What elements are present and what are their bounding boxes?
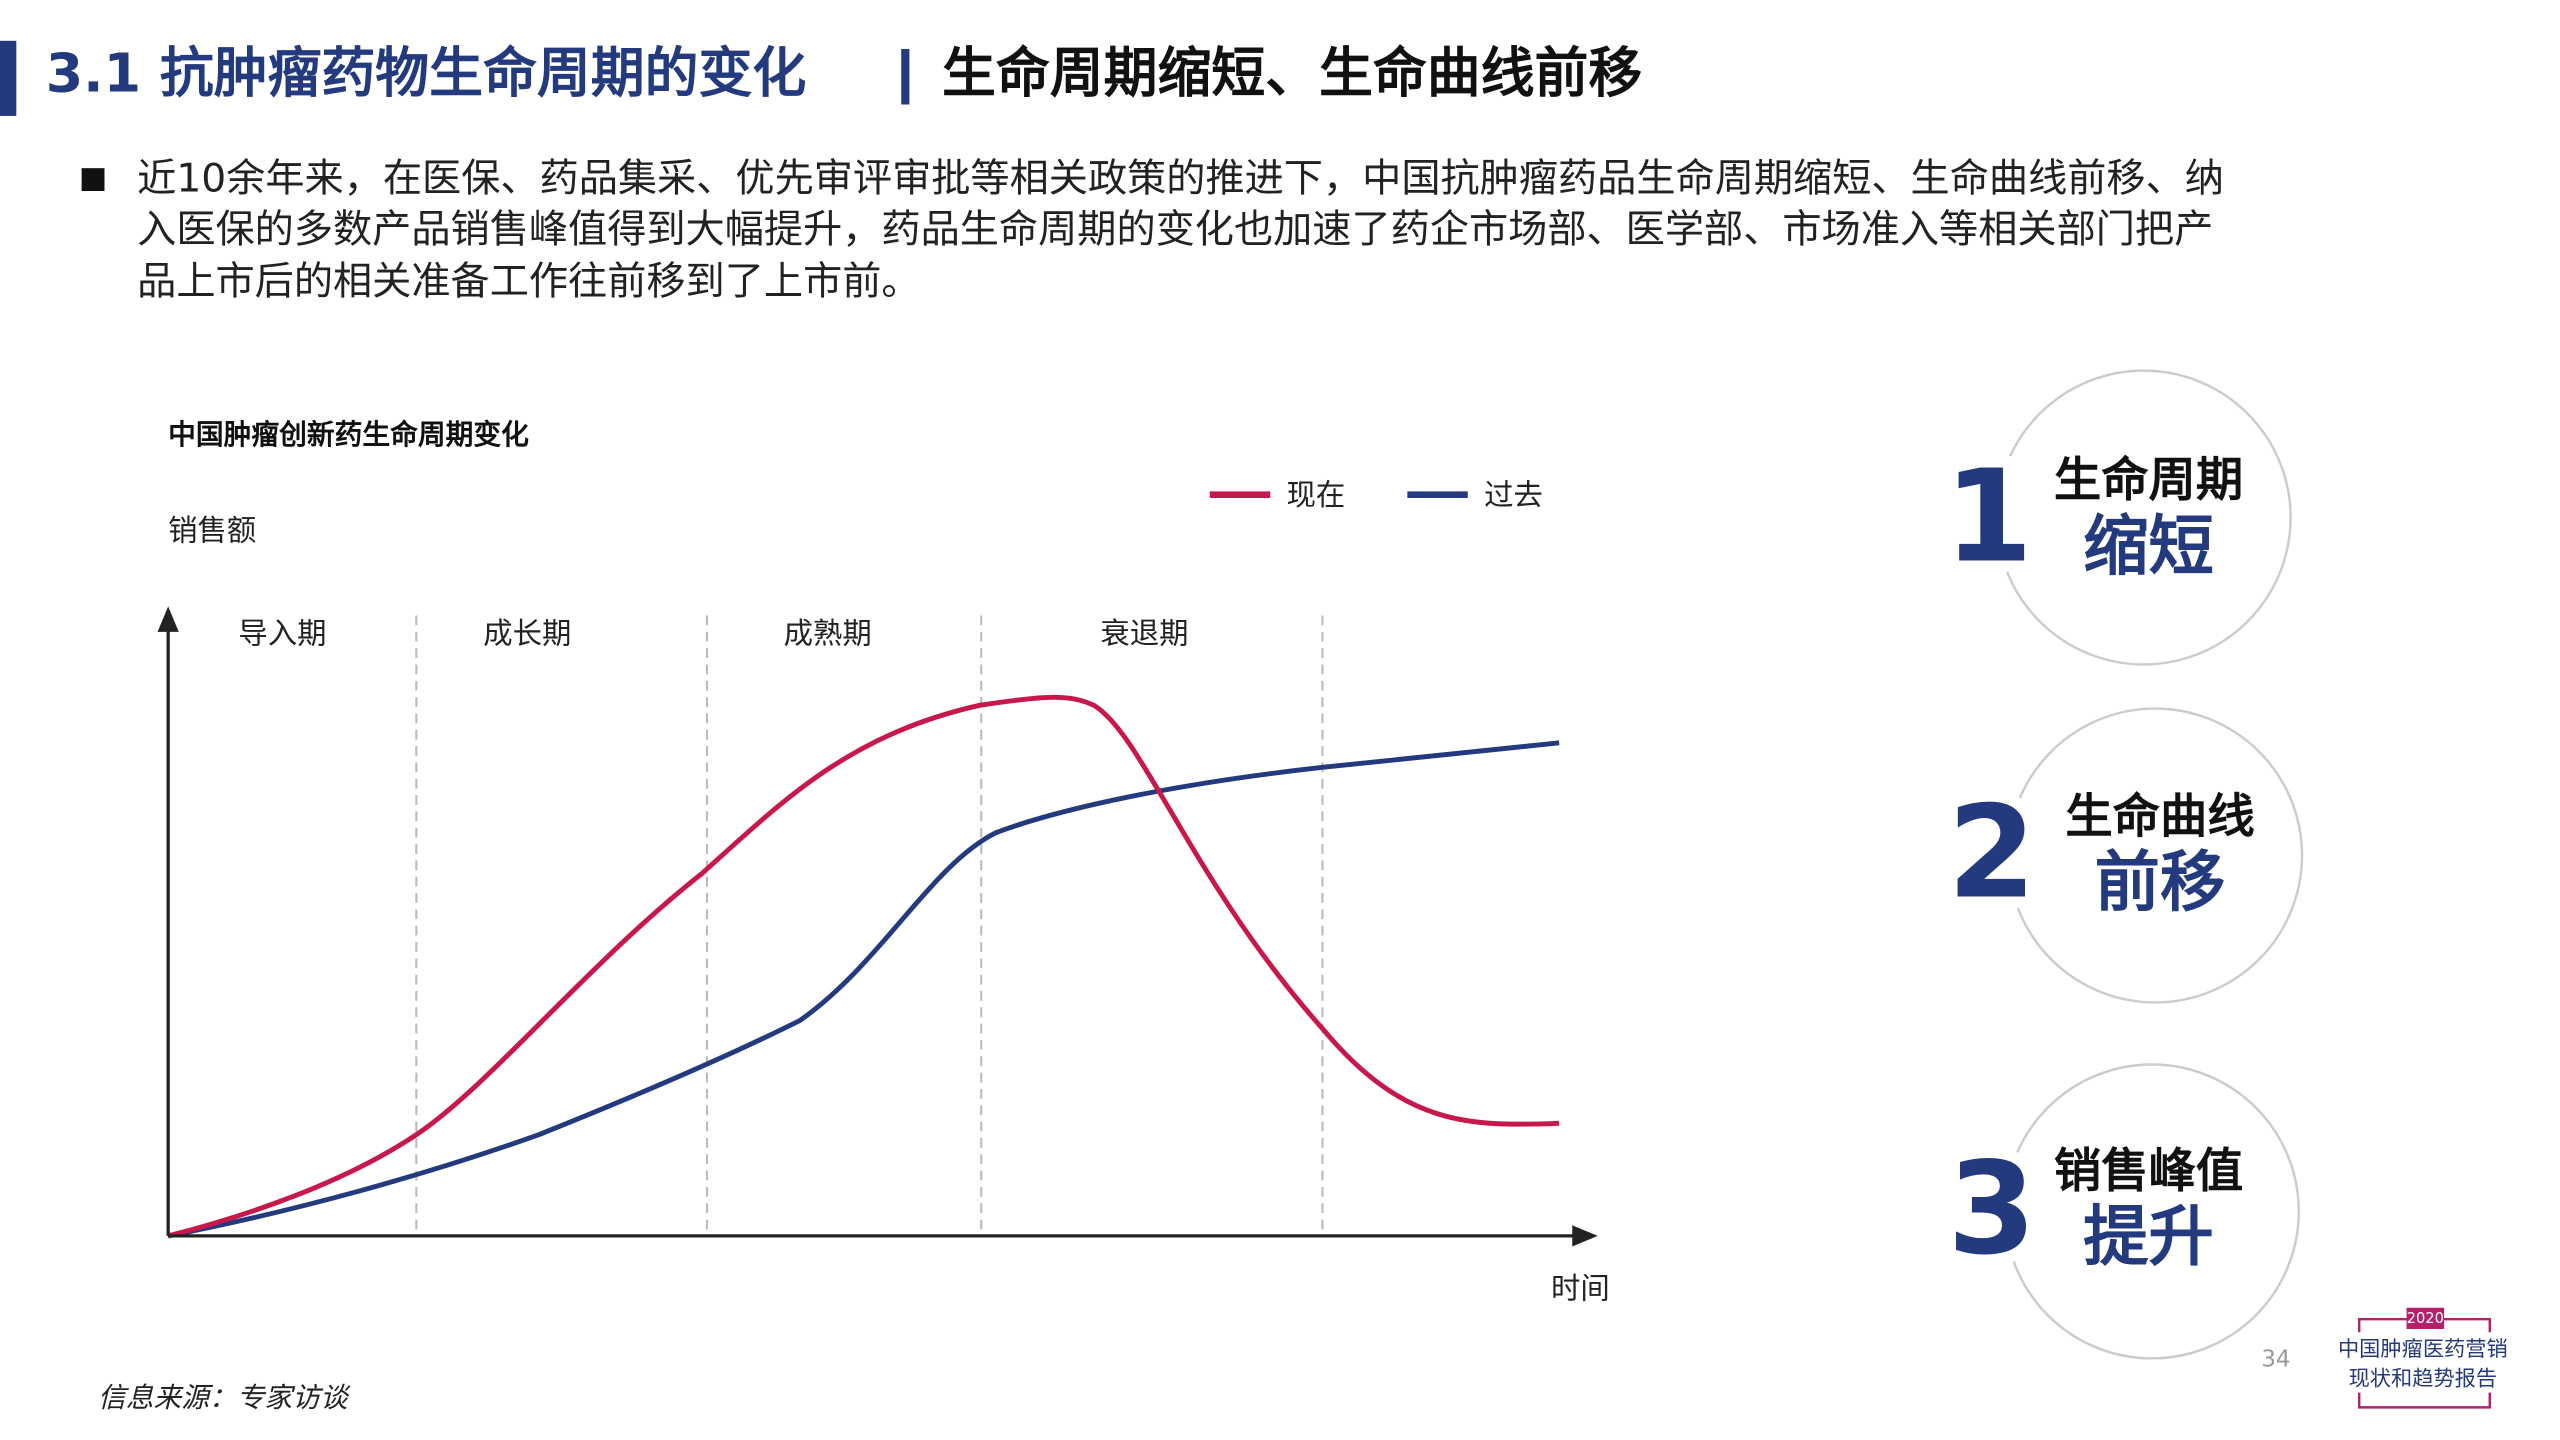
point-circle xyxy=(2006,707,2304,1004)
bullet-line: 品上市后的相关准备工作往前移到了上市前。 xyxy=(137,260,920,305)
key-point: 2 生命曲线 前移 xyxy=(1936,707,2304,1004)
bullet-line: 近10余年来，在医保、药品集采、优先审评审批等相关政策的推进下，中国抗肿瘤药品生… xyxy=(137,157,2224,202)
x-axis-arrow xyxy=(1572,1225,1598,1247)
y-axis-label: 销售额 xyxy=(168,514,256,548)
point-line2: 提升 xyxy=(2083,1199,2214,1275)
source-note: 信息来源：专家访谈 xyxy=(98,1381,351,1414)
logo-frame xyxy=(2357,1317,2492,1409)
key-point: 1 生命周期 缩短 xyxy=(1933,369,2292,666)
legend-label: 现在 xyxy=(1287,478,1346,512)
curve-past xyxy=(167,740,1560,1239)
point-number: 1 xyxy=(1944,443,2033,591)
logo-year-badge xyxy=(2406,1307,2445,1329)
key-point: 3 销售峰值 提升 xyxy=(1936,1063,2300,1360)
point-number: 2 xyxy=(1948,780,2037,928)
section-title: 3.1 抗肿瘤药物生命周期的变化 xyxy=(46,41,806,104)
point-line1: 生命周期 xyxy=(2054,453,2243,508)
figure-title: 中国肿瘤创新药生命周期变化 xyxy=(168,418,529,451)
stage-label: 成熟期 xyxy=(784,617,872,651)
curve-now xyxy=(167,694,1560,1239)
stage-label: 成长期 xyxy=(483,617,571,651)
point-line2: 前移 xyxy=(2095,845,2226,921)
page-number: 34 xyxy=(2261,1346,2290,1372)
stage-dividers xyxy=(415,615,1324,1236)
y-axis-arrow xyxy=(157,606,179,632)
header-bar xyxy=(0,40,17,116)
point-line2: 缩短 xyxy=(2083,508,2214,584)
logo-line1: 中国肿瘤医药营销 xyxy=(2338,1337,2508,1362)
report-logo: 2020 中国肿瘤医药营销 现状和趋势报告 xyxy=(2338,1307,2508,1409)
point-line1: 销售峰值 xyxy=(2054,1144,2243,1199)
subtitle: 生命周期缩短、生命曲线前移 xyxy=(942,41,1642,104)
axes xyxy=(157,606,1598,1247)
title-separator xyxy=(901,48,910,105)
point-line1: 生命曲线 xyxy=(2065,790,2254,845)
logo-year: 2020 xyxy=(2407,1310,2444,1327)
bullet-square xyxy=(81,168,105,192)
bullet-line: 入医保的多数产品销售峰值得到大幅提升，药品生命周期的变化也加速了药企市场部、医学… xyxy=(137,207,2213,252)
point-number: 3 xyxy=(1948,1136,2037,1284)
legend-label: 过去 xyxy=(1484,478,1543,512)
stage-label: 衰退期 xyxy=(1100,617,1188,651)
x-axis-label: 时间 xyxy=(1551,1271,1610,1305)
point-circle xyxy=(2003,1063,2300,1360)
point-circle xyxy=(1995,369,2292,666)
stage-label: 导入期 xyxy=(238,617,326,651)
logo-line2: 现状和趋势报告 xyxy=(2349,1367,2498,1392)
